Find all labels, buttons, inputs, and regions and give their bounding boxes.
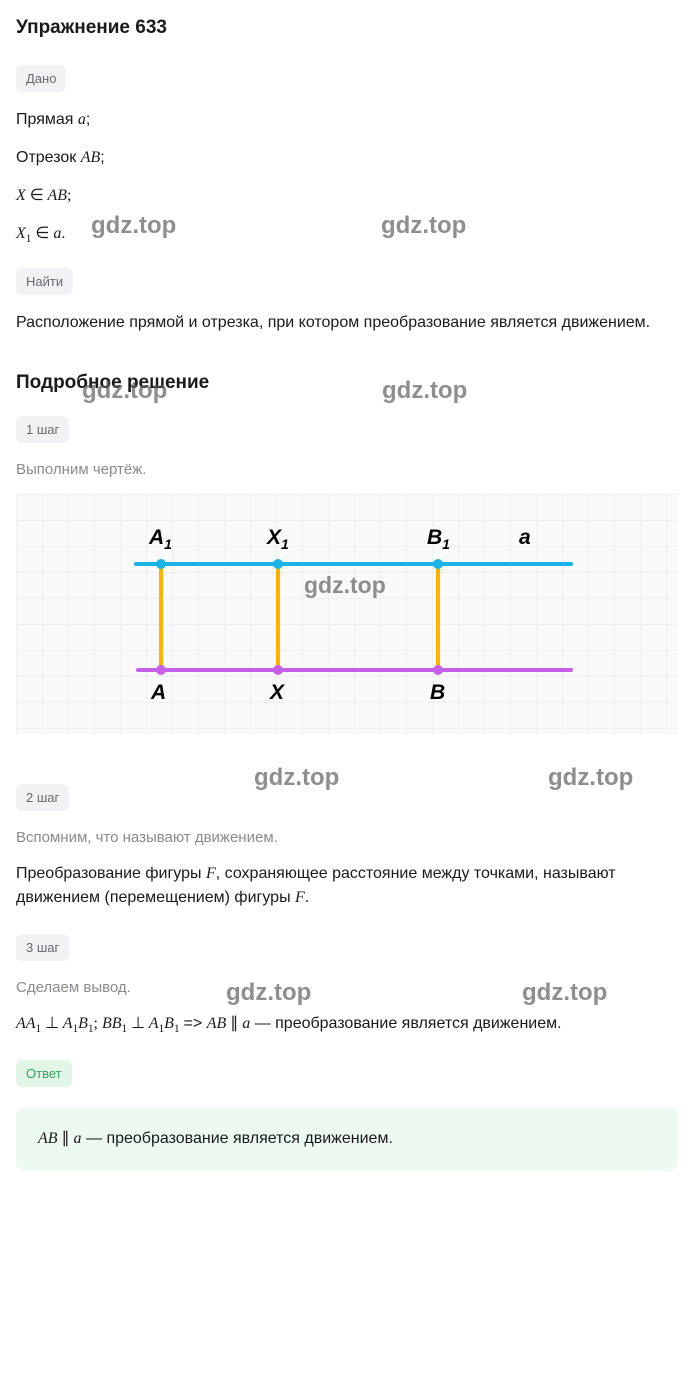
badge-find: Найти [16, 268, 73, 296]
given-line-4: X1 ∈ a. [16, 222, 678, 248]
text: — преобразование является движением. [82, 1130, 393, 1147]
answer-box: AB ∥ a — преобразование является движени… [16, 1107, 678, 1171]
svg-text:B1: B1 [427, 526, 450, 552]
svg-text:A1: A1 [148, 526, 172, 552]
svg-text:a: a [519, 526, 531, 549]
badge-answer: Ответ [16, 1060, 72, 1088]
text: — преобразование является движением. [250, 1015, 561, 1032]
svg-text:X: X [269, 681, 286, 704]
text: . [305, 889, 309, 906]
svg-text:B: B [430, 681, 445, 704]
text: Отрезок [16, 149, 81, 166]
svg-text:X1: X1 [266, 526, 289, 552]
math-ab-par-a: AB ∥ a [207, 1015, 251, 1032]
text: Преобразование фигуры [16, 865, 206, 882]
math-a: a [78, 111, 86, 128]
page-title: Упражнение 633 [16, 14, 678, 43]
step2-caption: Вспомним, что называют движением. [16, 827, 678, 850]
math-answer: AB ∥ a [38, 1130, 82, 1147]
badge-given: Дано [16, 65, 66, 93]
badge-step1: 1 шаг [16, 416, 69, 444]
text: ; [86, 111, 90, 128]
step3-caption: Сделаем вывод. [16, 977, 678, 1000]
math-conclusion: AA1 ⊥ A1B1; BB1 ⊥ A1B1 [16, 1015, 184, 1032]
watermark: gdz.top [254, 760, 339, 796]
watermark: gdz.top [548, 760, 633, 796]
svg-text:A: A [150, 681, 166, 704]
badge-step3: 3 шаг [16, 934, 69, 962]
badge-step2: 2 шаг [16, 784, 69, 812]
text: => [184, 1015, 207, 1032]
step3-text: AA1 ⊥ A1B1; BB1 ⊥ A1B1 => AB ∥ a — преоб… [16, 1012, 678, 1038]
math-x-in-ab: X ∈ AB; [16, 187, 71, 204]
diagram-svg: A1 X1 B1 a A X B [16, 494, 678, 734]
step1-caption: Выполним чертёж. [16, 459, 678, 482]
given-line-2: Отрезок AB; [16, 146, 678, 170]
diagram: A1X1B1aAXB gdz.top [16, 494, 678, 734]
given-line-1: Прямая a; [16, 108, 678, 132]
find-text: Расположение прямой и отрезка, при котор… [16, 311, 678, 335]
step2-text: Преобразование фигуры F, сохраняющее рас… [16, 862, 678, 910]
text: Прямая [16, 111, 78, 128]
math-x1-in-a: X1 ∈ a. [16, 225, 65, 242]
math-ab: AB [81, 149, 101, 166]
text: ; [100, 149, 104, 166]
math-F: F [295, 889, 305, 906]
given-line-3: X ∈ AB; [16, 184, 678, 208]
math-F: F [206, 865, 216, 882]
solution-title: Подробное решение [16, 369, 678, 398]
